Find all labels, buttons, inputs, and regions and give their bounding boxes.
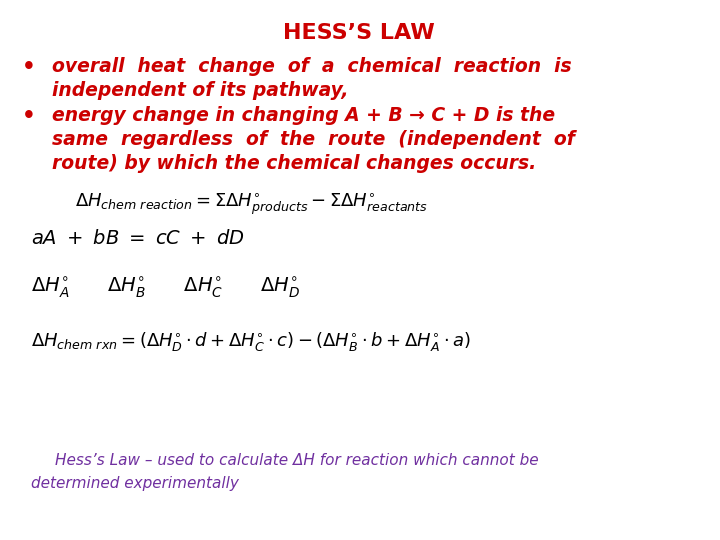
- Text: HESS’S LAW: HESS’S LAW: [283, 23, 434, 43]
- Text: Hess’s Law – used to calculate ΔH for reaction which cannot be: Hess’s Law – used to calculate ΔH for re…: [55, 454, 539, 468]
- Text: independent of its pathway,: independent of its pathway,: [53, 81, 349, 100]
- Text: overall  heat  change  of  a  chemical  reaction  is: overall heat change of a chemical reacti…: [53, 57, 572, 76]
- Text: same  regardless  of  the  route  (independent  of: same regardless of the route (independen…: [53, 130, 575, 149]
- Text: $aA\ +\ bB\ =\ cC\ +\ dD$: $aA\ +\ bB\ =\ cC\ +\ dD$: [31, 228, 245, 247]
- Text: •: •: [22, 106, 35, 126]
- Text: route) by which the chemical changes occurs.: route) by which the chemical changes occ…: [53, 154, 536, 173]
- Text: $\Delta H_{chem\ rxn} = (\Delta H^{\circ}_{D} \cdot d + \Delta H^{\circ}_{C} \cd: $\Delta H_{chem\ rxn} = (\Delta H^{\circ…: [31, 331, 471, 354]
- Text: energy change in changing A + B → C + D is the: energy change in changing A + B → C + D …: [53, 106, 556, 125]
- Text: $\Delta H_{chem\ reaction} = \Sigma\Delta H^{\circ}_{products} - \Sigma\Delta H^: $\Delta H_{chem\ reaction} = \Sigma\Delt…: [75, 191, 428, 217]
- Text: •: •: [22, 57, 35, 77]
- Text: $\Delta H^{\circ}_{A}\qquad\Delta H^{\circ}_{B}\qquad\Delta H^{\circ}_{C}\qquad\: $\Delta H^{\circ}_{A}\qquad\Delta H^{\ci…: [31, 275, 300, 300]
- Text: determined experimentally: determined experimentally: [31, 476, 239, 491]
